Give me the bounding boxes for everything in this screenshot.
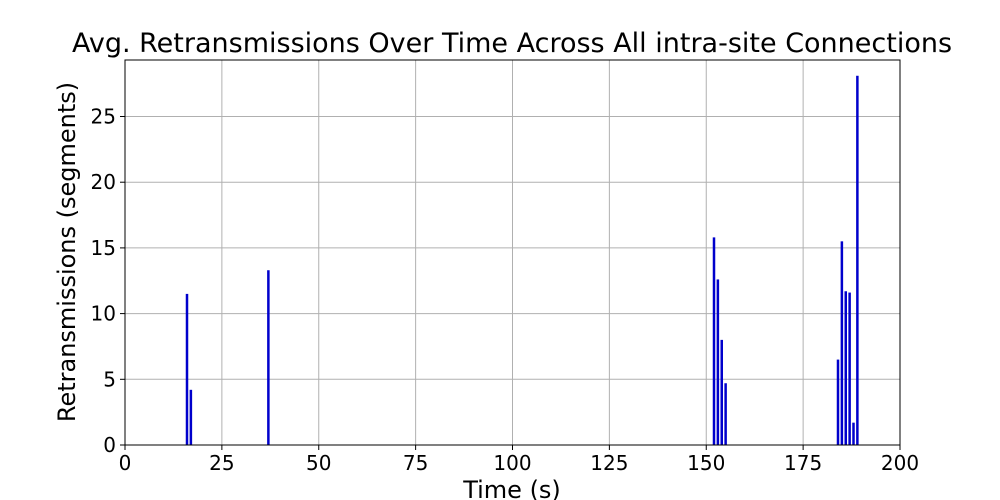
- x-tick-label: 150: [687, 451, 725, 475]
- bar: [844, 291, 847, 445]
- bar: [189, 389, 193, 445]
- y-tick-label: 25: [91, 105, 116, 129]
- x-axis-label: Time (s): [462, 476, 561, 500]
- x-tick-label: 25: [209, 451, 234, 475]
- bar: [848, 292, 851, 445]
- chart-title: Avg. Retransmissions Over Time Across Al…: [72, 28, 952, 59]
- bar: [852, 422, 855, 445]
- bar: [836, 359, 840, 445]
- y-axis-ticks: 0 5 10 15 20 25: [91, 105, 125, 457]
- bar: [712, 237, 716, 445]
- x-tick-label: 100: [493, 451, 531, 475]
- x-axis-ticks: 0 25 50 75 100 125 150 175 200: [119, 445, 919, 475]
- bar: [724, 383, 727, 445]
- x-tick-label: 0: [119, 451, 132, 475]
- bar: [720, 339, 723, 445]
- bars: [185, 75, 859, 446]
- bar: [840, 241, 844, 445]
- bar: [267, 270, 270, 445]
- x-tick-label: 75: [403, 451, 428, 475]
- x-tick-label: 50: [306, 451, 331, 475]
- bar: [185, 293, 189, 445]
- x-tick-label: 200: [881, 451, 919, 475]
- x-tick-label: 125: [590, 451, 628, 475]
- bar: [716, 279, 720, 445]
- y-axis-label: Retransmissions (segments): [53, 82, 81, 422]
- y-tick-label: 10: [91, 302, 116, 326]
- y-tick-label: 15: [91, 236, 116, 260]
- x-tick-label: 175: [784, 451, 822, 475]
- y-tick-label: 0: [103, 433, 116, 457]
- grid-lines: [124, 60, 901, 446]
- y-tick-label: 20: [91, 170, 116, 194]
- y-tick-label: 5: [103, 367, 116, 391]
- bar: [856, 75, 859, 446]
